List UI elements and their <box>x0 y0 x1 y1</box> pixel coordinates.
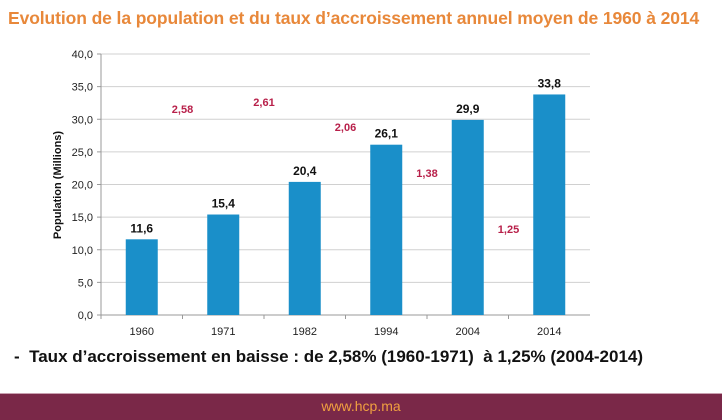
y-tick-label: 0,0 <box>78 310 93 322</box>
bar-value-label: 26,1 <box>375 127 399 141</box>
x-tick-label: 1982 <box>293 326 317 338</box>
growth-rate-label: 2,06 <box>335 122 356 134</box>
y-axis-label: Population (Millions) <box>52 131 64 239</box>
bar-value-label: 11,6 <box>130 221 153 235</box>
bar <box>533 94 566 315</box>
growth-rate-note: - Taux d’accroissement en baisse : de 2,… <box>14 347 644 366</box>
x-tick-label: 2004 <box>456 326 480 338</box>
chart-title: Evolution de la population et du taux d’… <box>8 8 700 28</box>
bar <box>207 214 240 315</box>
x-tick-label: 2014 <box>537 326 561 338</box>
growth-rate-label: 1,25 <box>498 224 519 236</box>
footer-url[interactable]: www.hcp.ma <box>321 398 401 414</box>
y-tick-label: 25,0 <box>72 147 93 159</box>
x-tick-label: 1971 <box>211 326 235 338</box>
footer-bar: www.hcp.ma <box>0 393 722 420</box>
y-tick-label: 20,0 <box>72 180 93 192</box>
growth-rate-label: 2,61 <box>253 97 274 109</box>
bar-value-label: 29,9 <box>456 102 480 116</box>
bar <box>370 144 403 315</box>
x-tick-label: 1960 <box>130 326 154 338</box>
bar-value-label: 15,4 <box>212 197 236 211</box>
bar <box>125 239 158 315</box>
bar <box>288 181 321 315</box>
y-tick-label: 35,0 <box>72 82 93 94</box>
bar-value-label: 33,8 <box>538 76 562 90</box>
y-tick-label: 10,0 <box>72 245 93 257</box>
bar <box>451 119 484 315</box>
growth-rate-label: 1,38 <box>416 168 437 180</box>
y-tick-label: 40,0 <box>72 49 93 61</box>
x-tick-label: 1994 <box>374 326 398 338</box>
growth-rate-label: 2,58 <box>172 104 193 116</box>
y-tick-label: 15,0 <box>72 212 93 224</box>
bar-value-label: 20,4 <box>293 164 317 178</box>
y-tick-label: 30,0 <box>72 114 93 126</box>
population-bar-chart: 0,0 5,0 10,0 15,0 20,0 25,0 30,0 35,0 40,0 11,6 19… <box>52 49 590 338</box>
y-tick-label: 5,0 <box>78 277 93 289</box>
